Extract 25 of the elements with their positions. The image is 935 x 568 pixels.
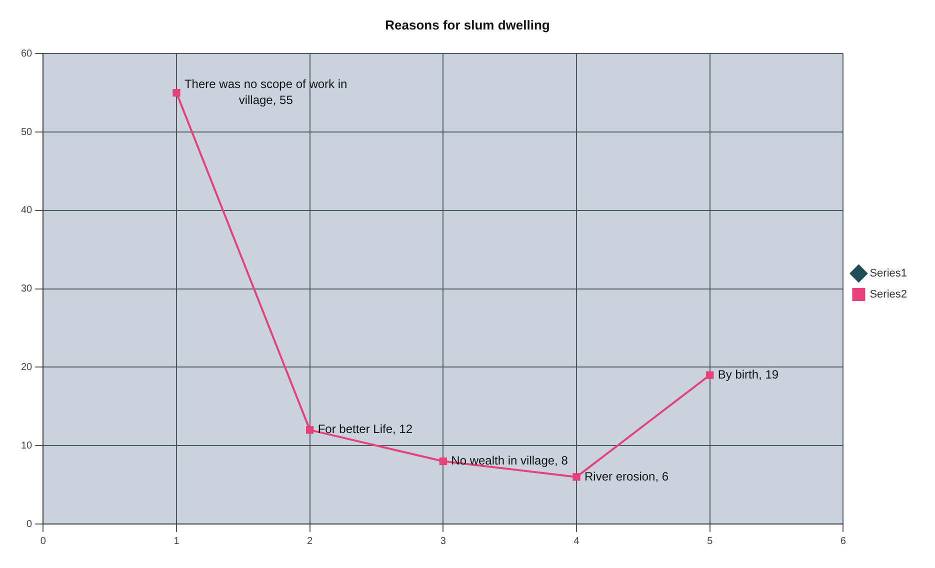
chart-title: Reasons for slum dwelling [385, 17, 550, 32]
point [439, 457, 447, 466]
x-tick-label: 5 [707, 536, 714, 547]
annotation: River erosion, 6 [584, 469, 669, 484]
y-tick-label: 60 [21, 48, 33, 60]
point [306, 426, 314, 434]
legend-label: Series2 [870, 288, 907, 301]
x-tick-label: 1 [174, 536, 180, 547]
x-tick-label: 4 [574, 536, 580, 547]
point [706, 371, 714, 379]
x-tick-label: 0 [40, 536, 46, 547]
legend-label: Series1 [870, 268, 907, 280]
y-tick-label: 20 [21, 362, 33, 373]
x-tick-label: 2 [307, 536, 314, 547]
x-tick-label: 3 [440, 536, 446, 547]
annotation: By birth, 19 [718, 367, 779, 382]
y-tick-label: 10 [21, 440, 33, 452]
y-tick-label: 0 [26, 518, 33, 530]
y-tick-label: 40 [21, 205, 33, 216]
y-tick-label: 30 [21, 284, 33, 295]
point [172, 88, 180, 97]
x-tick-label: 6 [840, 536, 846, 547]
y-tick-label: 50 [21, 126, 33, 138]
point [572, 473, 580, 481]
annotation: For better Life, 12 [318, 422, 413, 436]
